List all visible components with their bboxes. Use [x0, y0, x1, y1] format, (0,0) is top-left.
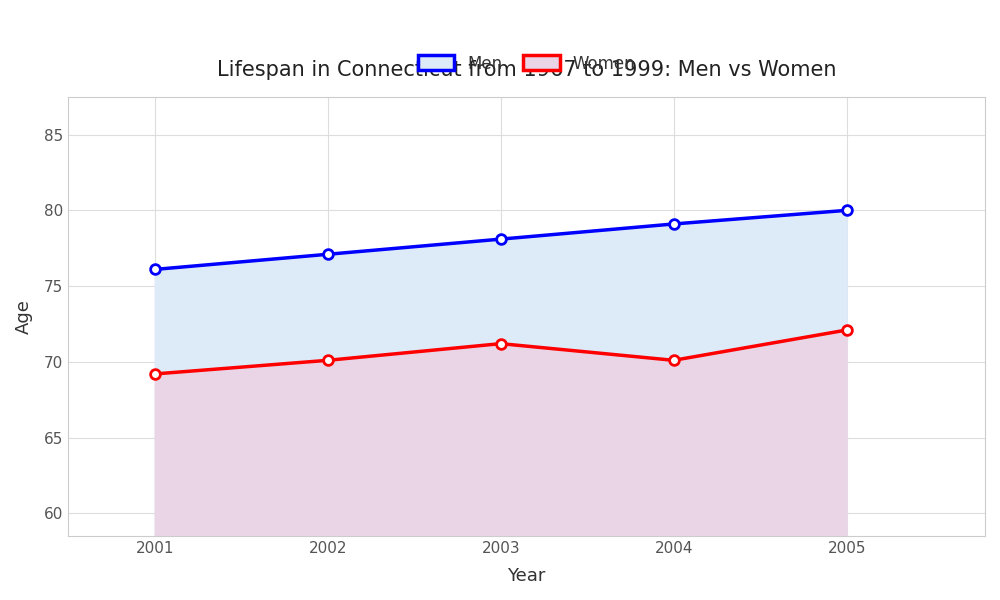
X-axis label: Year: Year [507, 567, 546, 585]
Y-axis label: Age: Age [15, 299, 33, 334]
Title: Lifespan in Connecticut from 1967 to 1999: Men vs Women: Lifespan in Connecticut from 1967 to 199… [217, 60, 836, 80]
Legend: Men, Women: Men, Women [411, 48, 642, 79]
